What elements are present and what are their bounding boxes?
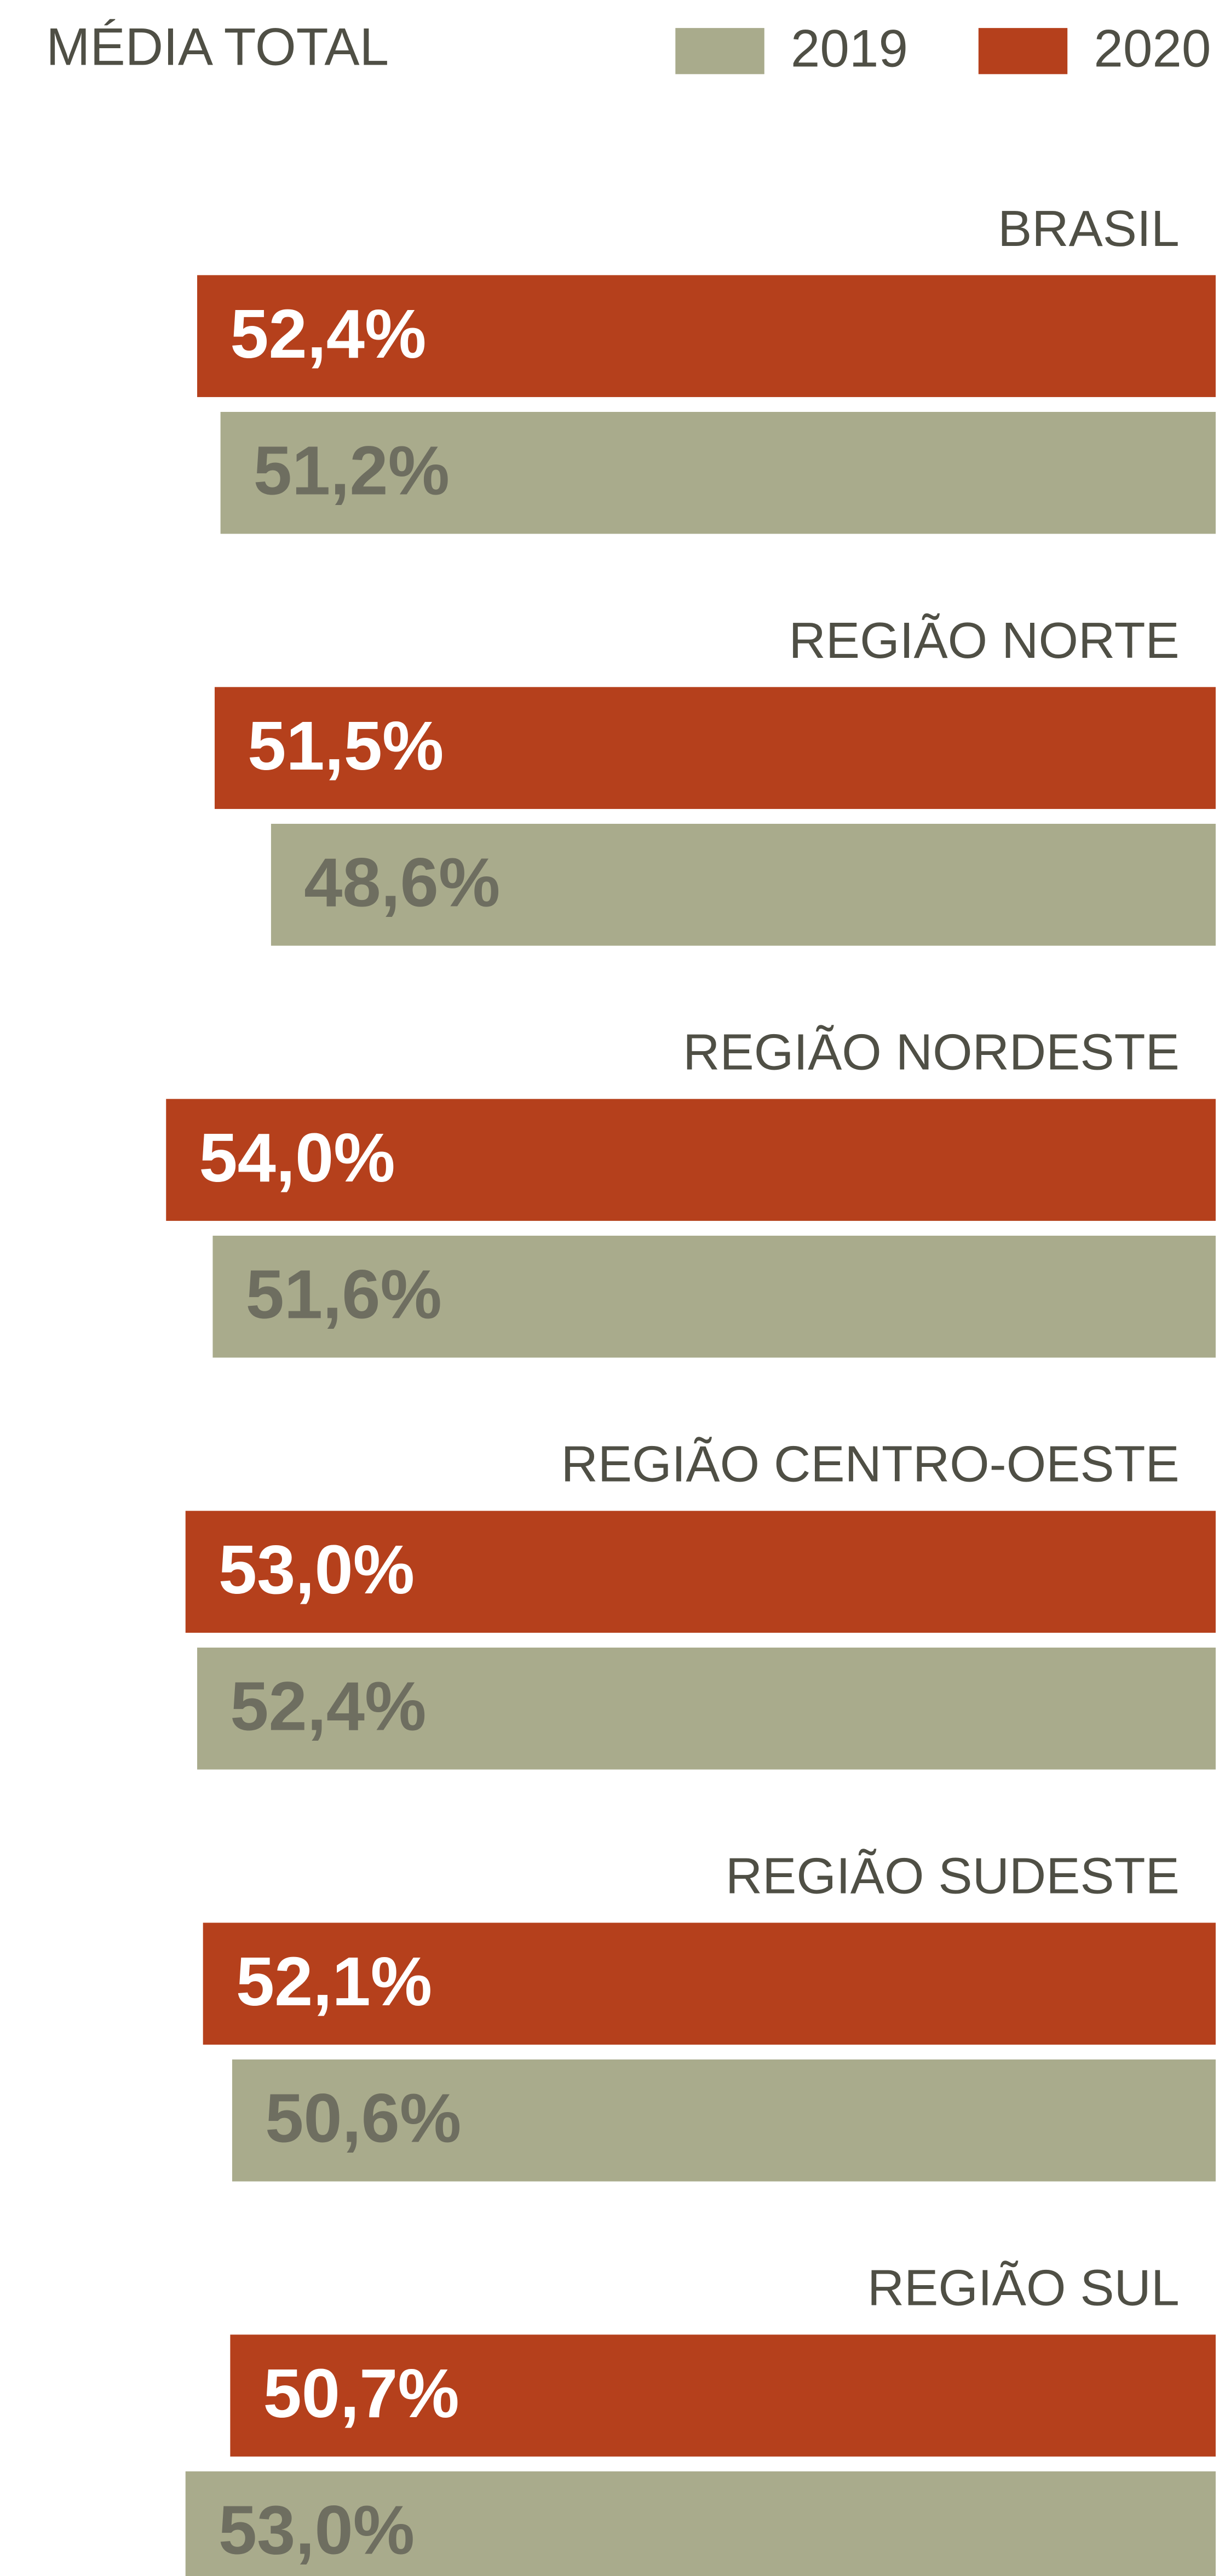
value-label: 50,6% bbox=[265, 2080, 461, 2157]
value-label: 53,0% bbox=[219, 2492, 415, 2569]
value-label: 54,0% bbox=[199, 1119, 395, 1196]
bar bbox=[271, 823, 1216, 946]
category-label: REGIÃO CENTRO-OESTE bbox=[561, 1436, 1179, 1493]
value-label: 48,6% bbox=[304, 844, 500, 921]
value-label: 51,2% bbox=[254, 432, 450, 509]
bar bbox=[232, 2059, 1216, 2182]
legend-swatch bbox=[978, 28, 1068, 74]
value-label: 51,6% bbox=[246, 1256, 442, 1333]
value-label: 52,1% bbox=[236, 1943, 432, 2020]
category-label: REGIÃO SUL bbox=[867, 2259, 1180, 2316]
value-label: 52,4% bbox=[230, 1668, 426, 1745]
legend-swatch bbox=[675, 28, 764, 74]
bar bbox=[166, 1099, 1216, 1221]
value-label: 50,7% bbox=[263, 2355, 459, 2432]
bar bbox=[212, 1235, 1216, 1358]
legend-label: 2019 bbox=[791, 20, 908, 78]
category-label: BRASIL bbox=[998, 200, 1180, 257]
bar bbox=[185, 1511, 1216, 1633]
bar bbox=[197, 1647, 1216, 1770]
bar bbox=[185, 2471, 1216, 2576]
bar bbox=[220, 411, 1216, 534]
bar bbox=[214, 687, 1216, 809]
category-label: REGIÃO NORDESTE bbox=[683, 1024, 1180, 1081]
legend-label: 2020 bbox=[1094, 20, 1211, 78]
bar bbox=[197, 275, 1216, 397]
bar bbox=[230, 2334, 1216, 2457]
bar bbox=[203, 1923, 1216, 2045]
value-label: 53,0% bbox=[219, 1531, 415, 1608]
chart-title: MÉDIA TOTAL bbox=[46, 18, 389, 77]
value-label: 51,5% bbox=[248, 707, 444, 784]
value-label: 52,4% bbox=[230, 295, 426, 372]
category-label: REGIÃO SUDESTE bbox=[726, 1848, 1180, 1904]
category-label: REGIÃO NORTE bbox=[789, 612, 1180, 669]
